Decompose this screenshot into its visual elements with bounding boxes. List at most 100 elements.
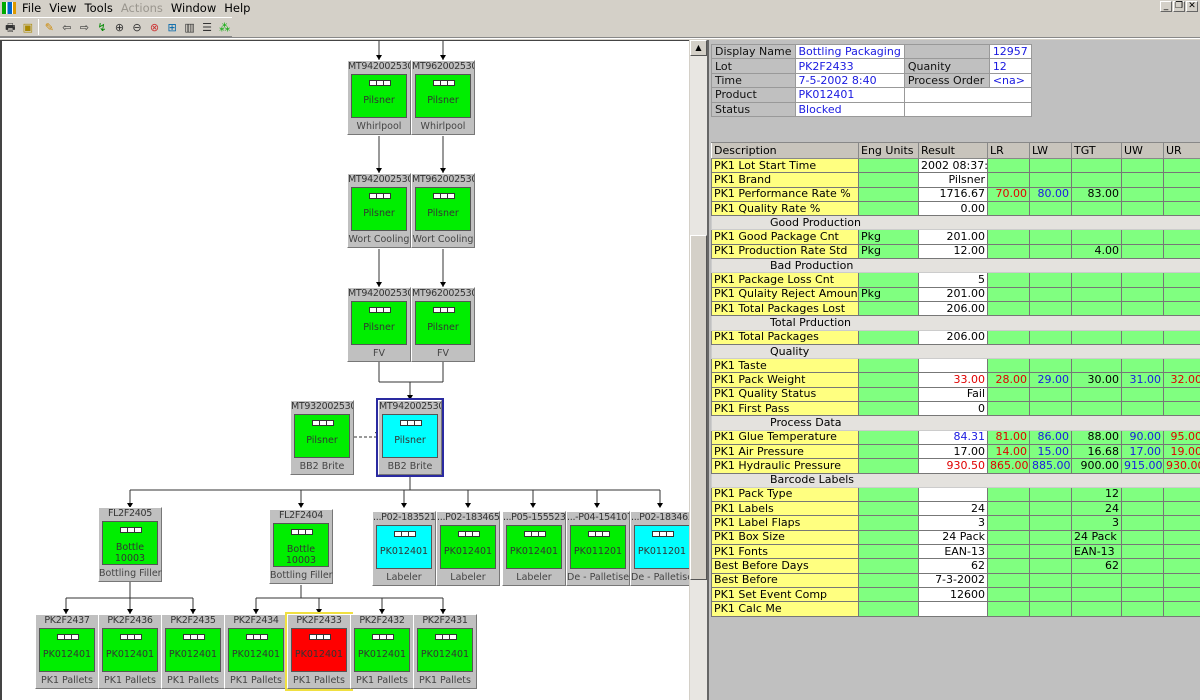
result-value[interactable]: 1716.67 bbox=[918, 186, 988, 202]
grid-row[interactable]: PK1 Set Event Comp 12600 bbox=[711, 586, 1200, 603]
lot-node[interactable]: MT932002530 Pilsner BB2 Brite bbox=[290, 400, 354, 475]
grid-row[interactable]: PK1 Pack Weight 33.00 28.00 29.00 30.00 31.00… bbox=[711, 372, 1200, 388]
column-header-description[interactable]: Description bbox=[711, 142, 859, 159]
lot-node[interactable]: MT942002530 Pilsner Wort Cooling bbox=[347, 173, 411, 248]
lot-node[interactable]: ...P05-1555232 PK012401 Labeler bbox=[502, 511, 566, 586]
properties-icon[interactable]: ▣ bbox=[22, 20, 33, 34]
grid-row[interactable]: PK1 Label Flaps 3 3 bbox=[711, 515, 1200, 531]
result-value[interactable]: 930.50 bbox=[918, 458, 988, 474]
grid-row[interactable]: PK1 Taste bbox=[711, 358, 1200, 374]
minimize-button[interactable]: _ bbox=[1160, 1, 1172, 12]
result-value[interactable]: 206.00 bbox=[918, 300, 988, 317]
result-value[interactable]: 24 bbox=[918, 501, 988, 517]
column-header-eng-units[interactable]: Eng Units bbox=[858, 142, 919, 159]
lot-node[interactable]: ...-P04-154107 PK011201 De - Palletiser bbox=[566, 511, 633, 586]
result-value[interactable]: 7-3-2002 bbox=[918, 572, 988, 588]
forward-arrow-icon[interactable]: ⇨ bbox=[79, 20, 89, 34]
lot-node[interactable]: ...P02-1835217 PK012401 Labeler bbox=[372, 511, 436, 586]
grid-row[interactable]: PK1 Production Rate Std Pkg 12.00 4.00 bbox=[711, 243, 1200, 260]
result-value[interactable]: 201.00 bbox=[918, 229, 988, 245]
grid-row[interactable]: PK1 Total Packages Lost 206.00 bbox=[711, 300, 1200, 317]
grid-row[interactable]: PK1 Calc Me bbox=[711, 601, 1200, 617]
lot-node[interactable]: MT942002530 Pilsner FV bbox=[347, 287, 411, 362]
result-value[interactable]: 12600 bbox=[918, 586, 988, 603]
back-arrow-icon[interactable]: ⇦ bbox=[62, 20, 72, 34]
columns-icon[interactable]: ▥ bbox=[184, 20, 195, 34]
column-header-tgt[interactable]: TGT bbox=[1071, 142, 1122, 159]
lot-node[interactable]: FL2F2405 Bottle 10003 Bottling Filler bbox=[98, 507, 162, 582]
lot-node[interactable]: PK2F2432 PK012401 PK1 Pallets bbox=[350, 614, 414, 689]
grid-row[interactable]: PK1 Quality Rate % 0.00 bbox=[711, 200, 1200, 217]
grid-row[interactable]: PK1 Qulaity Reject Amount Pkg 201.00 bbox=[711, 286, 1200, 302]
menu-view[interactable]: View bbox=[49, 1, 77, 15]
grid-row[interactable]: PK1 Brand Pilsner bbox=[711, 172, 1200, 188]
grid-row[interactable]: PK1 Lot Start Time 2002 08:37:26 bbox=[711, 157, 1200, 174]
layout-icon[interactable]: ⊞ bbox=[167, 20, 177, 34]
menu-file[interactable]: File bbox=[22, 1, 42, 15]
result-value[interactable]: 0.00 bbox=[918, 200, 988, 217]
scroll-thumb[interactable] bbox=[690, 235, 707, 580]
menu-window[interactable]: Window bbox=[170, 1, 217, 15]
grid-row[interactable]: PK1 Fonts EAN-13 EAN-13 bbox=[711, 544, 1200, 560]
result-value[interactable]: EAN-13 bbox=[918, 544, 988, 560]
grid-row[interactable]: Best Before Days 62 62 bbox=[711, 558, 1200, 574]
print-icon[interactable]: 🖶 bbox=[5, 20, 16, 34]
genealogy-diagram[interactable]: MT942002530 Pilsner Whirlpool MT962002530 Pi… bbox=[0, 40, 689, 700]
navigate-icon[interactable]: ↯ bbox=[97, 20, 107, 34]
column-header-lw[interactable]: LW bbox=[1029, 142, 1072, 159]
lot-node[interactable]: PK2F2431 PK012401 PK1 Pallets bbox=[413, 614, 477, 689]
grid-row[interactable]: PK1 Pack Type 12 bbox=[711, 486, 1200, 503]
scroll-up-icon[interactable]: ▲ bbox=[690, 40, 707, 56]
result-value[interactable]: 5 bbox=[918, 272, 988, 288]
result-value[interactable]: 62 bbox=[918, 558, 988, 574]
result-value[interactable]: Fail bbox=[918, 386, 988, 403]
column-header-uw[interactable]: UW bbox=[1121, 142, 1164, 159]
grid-row[interactable]: PK1 Good Package Cnt Pkg 201.00 bbox=[711, 229, 1200, 245]
restore-button[interactable]: ❐ bbox=[1173, 1, 1185, 12]
lot-node[interactable]: FL2F2404 Bottle 10003 Bottling Filler bbox=[269, 509, 333, 584]
result-value[interactable]: 84.31 bbox=[918, 429, 988, 445]
list-icon[interactable]: ☰ bbox=[202, 20, 213, 34]
grid-row[interactable]: PK1 Package Loss Cnt 5 bbox=[711, 272, 1200, 288]
result-value[interactable]: 17.00 bbox=[918, 443, 988, 460]
grid-row[interactable]: PK1 Hydraulic Pressure 930.50 865.00 885.00… bbox=[711, 458, 1200, 474]
diagram-scrollbar[interactable]: ▲ bbox=[690, 40, 707, 700]
lot-node[interactable]: MT942002530 Pilsner BB2 Brite bbox=[376, 398, 444, 477]
grid-row[interactable]: PK1 Glue Temperature 84.31 81.00 86.00 88.00… bbox=[711, 429, 1200, 445]
result-value[interactable]: 33.00 bbox=[918, 372, 988, 388]
lot-node[interactable]: MT962002530 Pilsner Whirlpool bbox=[411, 60, 475, 135]
menu-help[interactable]: Help bbox=[224, 1, 251, 15]
zoom-reset-icon[interactable]: ⊗ bbox=[149, 20, 160, 34]
result-value[interactable] bbox=[918, 601, 988, 617]
lot-node[interactable]: PK2F2433 PK012401 PK1 Pallets bbox=[285, 612, 353, 691]
menu-tools[interactable]: Tools bbox=[84, 1, 113, 15]
edit-pencil-icon[interactable]: ✎ bbox=[44, 20, 54, 34]
zoom-in-icon[interactable]: ⊕ bbox=[114, 20, 125, 34]
lot-node[interactable]: PK2F2436 PK012401 PK1 Pallets bbox=[98, 614, 162, 689]
lot-node[interactable]: MT942002530 Pilsner Whirlpool bbox=[347, 60, 411, 135]
zoom-out-icon[interactable]: ⊖ bbox=[132, 20, 142, 34]
grid-row[interactable]: PK1 Quality Status Fail bbox=[711, 386, 1200, 403]
result-value[interactable] bbox=[918, 358, 988, 374]
result-value[interactable]: 3 bbox=[918, 515, 988, 531]
result-value[interactable]: 0 bbox=[918, 401, 988, 417]
result-value[interactable]: 12.00 bbox=[918, 243, 988, 260]
result-value[interactable]: 206.00 bbox=[918, 329, 988, 345]
result-value[interactable]: Pilsner bbox=[918, 172, 988, 188]
lot-node[interactable]: MT962002530 Pilsner Wort Cooling bbox=[411, 173, 475, 248]
lot-node[interactable]: PK2F2437 PK012401 PK1 Pallets bbox=[35, 614, 99, 689]
grid-row[interactable]: PK1 Air Pressure 17.00 14.00 15.00 16.68 17.0… bbox=[711, 443, 1200, 460]
result-value[interactable]: 24 Pack bbox=[918, 529, 988, 546]
lot-node[interactable]: MT962002530 Pilsner FV bbox=[411, 287, 475, 362]
column-header-lr[interactable]: LR bbox=[987, 142, 1030, 159]
lot-node[interactable]: ...P02-1834656 PK011201 De - Palletiser bbox=[630, 511, 689, 586]
grid-row[interactable]: PK1 Box Size 24 Pack 24 Pack bbox=[711, 529, 1200, 546]
close-button[interactable]: ✕ bbox=[1186, 1, 1198, 12]
result-value[interactable]: 201.00 bbox=[918, 286, 988, 302]
genealogy-icon[interactable]: ⁂ bbox=[219, 20, 231, 34]
grid-row[interactable]: PK1 First Pass 0 bbox=[711, 401, 1200, 417]
lot-node[interactable]: PK2F2435 PK012401 PK1 Pallets bbox=[161, 614, 225, 689]
grid-row[interactable]: Best Before 7-3-2002 bbox=[711, 572, 1200, 588]
column-header-result[interactable]: Result bbox=[918, 142, 988, 159]
lot-node[interactable]: ...P02-1834656 PK012401 Labeler bbox=[436, 511, 500, 586]
